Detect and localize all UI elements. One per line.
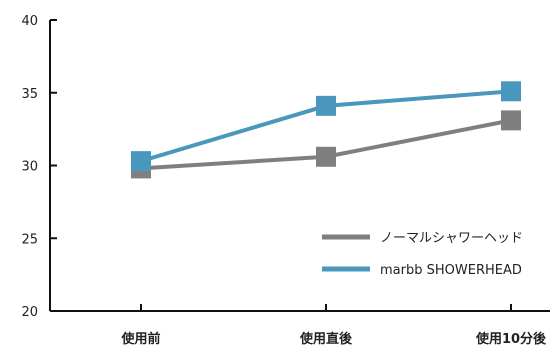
series-1-point [316, 95, 336, 116]
y-tick-label: 20 [21, 305, 38, 320]
series-1-point [501, 81, 521, 102]
y-tick-label: 35 [21, 87, 38, 102]
y-tick-label: 25 [21, 232, 38, 247]
legend: ノーマルシャワーヘッド marbb SHOWERHEAD [322, 231, 523, 278]
x-tick-label: 使用前 [120, 331, 160, 347]
series-group [131, 81, 521, 179]
chart-axes [49, 19, 550, 312]
x-tick-labels: 使用前 使用直後 使用10分後 [120, 331, 547, 347]
y-tick-label: 40 [21, 14, 38, 29]
x-tick-label: 使用10分後 [475, 331, 547, 347]
series-0-point [316, 146, 336, 167]
series-1-point [131, 151, 151, 172]
legend-label-1: marbb SHOWERHEAD [380, 263, 522, 278]
series-0-point [501, 110, 521, 131]
legend-label-0: ノーマルシャワーヘッド [380, 231, 523, 246]
y-tick-label: 30 [21, 160, 38, 175]
x-tick-label: 使用直後 [299, 331, 353, 347]
y-tick-labels: 20 25 30 35 40 [21, 14, 38, 320]
